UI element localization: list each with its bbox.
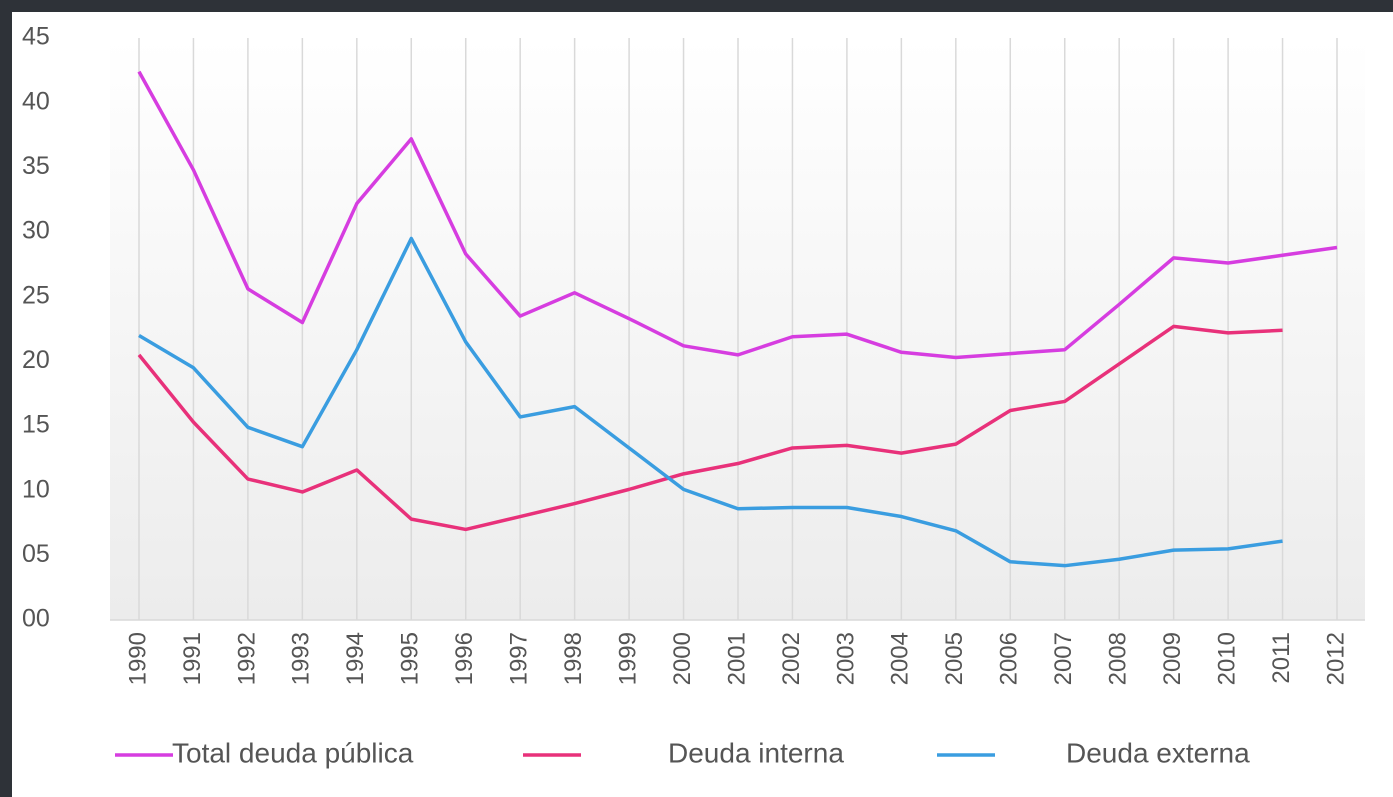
y-tick-label: 20	[22, 346, 50, 374]
x-tick-label: 2009	[1159, 632, 1186, 685]
y-tick-label: 25	[22, 281, 50, 309]
x-tick-label: 2004	[887, 632, 914, 685]
series-line	[137, 324, 1283, 532]
x-tick-label: 1996	[451, 632, 478, 685]
x-tick-label: 1994	[342, 632, 369, 685]
x-tick-label: 2008	[1105, 632, 1132, 685]
x-tick-label: 1995	[397, 632, 424, 685]
x-tick-label: 1999	[614, 632, 641, 685]
series-line	[137, 70, 1338, 360]
legend-label: Total deuda pública	[172, 737, 414, 768]
legend-label: Deuda interna	[668, 737, 844, 768]
y-tick-label: 45	[22, 23, 50, 51]
x-tick-label: 2005	[941, 632, 968, 685]
y-tick-label: 35	[22, 152, 50, 180]
x-tick-label: 2000	[669, 632, 696, 685]
x-tick-label: 2001	[723, 632, 750, 685]
x-tick-label: 1990	[124, 632, 151, 685]
x-tick-label: 2007	[1050, 632, 1077, 685]
y-tick-label: 05	[22, 540, 50, 568]
y-tick-label: 30	[22, 217, 50, 245]
x-tick-label: 2011	[1268, 632, 1295, 684]
legend-label: Deuda externa	[1066, 737, 1250, 768]
x-tick-label: 1998	[560, 632, 587, 685]
x-tick-label: 1992	[233, 632, 260, 685]
series-line	[138, 236, 1283, 568]
x-tick-label: 2006	[996, 632, 1023, 685]
x-tick-label: 2012	[1322, 632, 1349, 685]
x-tick-label: 1993	[288, 632, 315, 685]
x-tick-label: 2003	[832, 632, 859, 685]
y-tick-label: 00	[22, 605, 50, 633]
x-tick-label: 2010	[1213, 632, 1240, 685]
x-tick-label: 2002	[778, 632, 805, 685]
y-tick-label: 15	[22, 411, 50, 439]
y-tick-label: 10	[22, 475, 50, 503]
x-tick-label: 1997	[506, 632, 533, 685]
x-tick-label: 1991	[179, 632, 206, 685]
y-tick-label: 40	[22, 87, 50, 115]
